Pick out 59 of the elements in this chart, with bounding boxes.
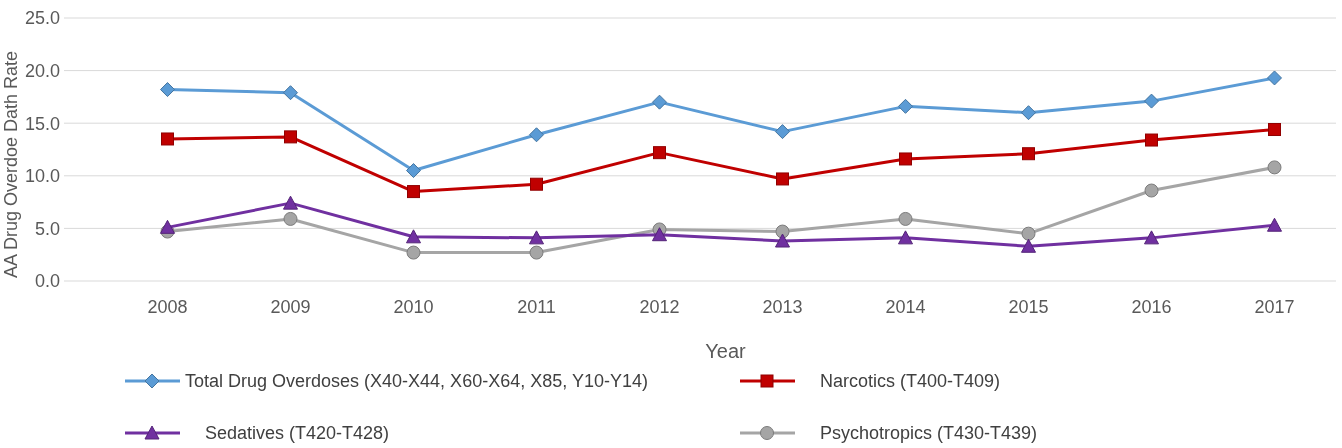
x-tick-label: 2012 — [639, 297, 680, 317]
point — [284, 130, 297, 144]
legend-label: Sedatives (T420-T428) — [205, 423, 390, 444]
legend-label: Narcotics (T400-T409) — [820, 371, 1001, 392]
point — [652, 94, 667, 110]
point — [1267, 70, 1282, 86]
point — [160, 219, 175, 234]
point — [652, 227, 667, 242]
y-tick-label: 5.0 — [34, 218, 60, 239]
x-tick-label: 2011 — [517, 297, 556, 317]
point — [1268, 123, 1281, 137]
point — [898, 211, 913, 226]
point — [1145, 133, 1158, 147]
point — [653, 146, 666, 160]
x-tick-label: 2013 — [762, 297, 803, 317]
x-tick-label: 2008 — [147, 297, 188, 317]
point — [406, 229, 421, 244]
point — [776, 172, 789, 186]
y-axis-title: AA Drug Overdoe Dath Rate — [1, 50, 21, 279]
point — [530, 177, 543, 191]
y-tick-label: 15.0 — [24, 113, 60, 134]
point — [529, 127, 544, 143]
x-tick-label: 2017 — [1254, 297, 1295, 317]
x-tick-label: 2010 — [393, 297, 434, 317]
point — [899, 152, 912, 166]
legend-label: Total Drug Overdoses (X40-X44, X60-X64, X85, Y10-Y14) — [185, 371, 648, 392]
point — [529, 245, 544, 260]
point — [529, 230, 544, 245]
point — [283, 195, 298, 210]
point — [1021, 226, 1036, 241]
point — [160, 82, 175, 98]
point — [898, 98, 913, 114]
point — [1144, 230, 1159, 245]
y-tick-label: 20.0 — [24, 60, 60, 81]
x-tick-label: 2015 — [1008, 297, 1049, 317]
point — [1021, 238, 1036, 253]
y-tick-label: 25.0 — [24, 8, 60, 29]
x-tick-label: 2014 — [885, 297, 926, 317]
x-axis-title: Year — [705, 340, 747, 362]
point — [283, 85, 298, 101]
point — [775, 233, 790, 248]
point — [898, 230, 913, 245]
point — [161, 132, 174, 146]
point — [1267, 217, 1282, 232]
point — [1144, 183, 1159, 198]
legend-label: Psychotropics (T430-T439) — [820, 423, 1038, 444]
point — [1267, 160, 1282, 175]
point — [1144, 93, 1159, 109]
x-tick-label: 2016 — [1131, 297, 1172, 317]
x-tick-label: 2009 — [270, 297, 311, 317]
point — [407, 185, 420, 199]
point — [1022, 147, 1035, 161]
point — [406, 245, 421, 260]
point — [775, 124, 790, 140]
y-tick-label: 10.0 — [24, 166, 60, 187]
y-tick-label: 0.0 — [34, 271, 60, 292]
point — [283, 211, 298, 226]
point — [1021, 105, 1036, 121]
point — [406, 163, 421, 179]
